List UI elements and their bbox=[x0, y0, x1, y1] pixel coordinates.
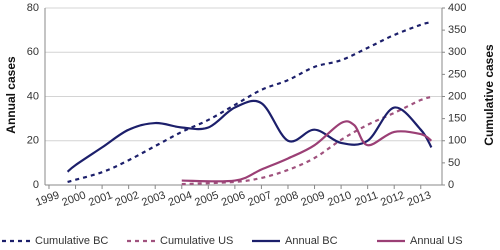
y2-tick-label: 250 bbox=[448, 68, 466, 80]
x-tick-label: 1999 bbox=[34, 189, 61, 209]
y2-axis-title: Cumulative cases bbox=[482, 44, 496, 146]
y2-tick-label: 150 bbox=[448, 113, 466, 125]
series-line bbox=[67, 21, 432, 183]
legend-label: Cumulative US bbox=[160, 235, 233, 247]
y-axis-title: Annual cases bbox=[4, 56, 18, 134]
x-tick-label: 2000 bbox=[60, 189, 87, 209]
y2-tick-label: 300 bbox=[448, 46, 466, 58]
x-tick-label: 2004 bbox=[167, 189, 194, 209]
y2-tick-label: 0 bbox=[448, 179, 454, 191]
y2-tick-label: 50 bbox=[448, 157, 460, 169]
x-tick-label: 2003 bbox=[140, 189, 167, 209]
x-tick-label: 2012 bbox=[379, 189, 406, 209]
series-line bbox=[66, 99, 433, 173]
y2-tick-label: 100 bbox=[448, 135, 466, 147]
x-tick-label: 2009 bbox=[299, 189, 326, 209]
x-tick-label: 2006 bbox=[220, 189, 247, 209]
x-tick-label: 2005 bbox=[193, 189, 220, 209]
y-tick-label: 20 bbox=[27, 135, 39, 147]
legend-label: Annual BC bbox=[285, 235, 338, 247]
y2-tick-label: 350 bbox=[448, 24, 466, 36]
legend-label: Annual US bbox=[410, 235, 463, 247]
y-tick-label: 40 bbox=[27, 90, 39, 102]
y-tick-label: 0 bbox=[33, 179, 39, 191]
x-tick-label: 2011 bbox=[353, 189, 379, 208]
series-line bbox=[181, 120, 433, 183]
x-tick-label: 2001 bbox=[87, 189, 114, 209]
y-tick-label: 80 bbox=[27, 2, 39, 14]
y-tick-label: 60 bbox=[27, 46, 39, 58]
x-tick-label: 2002 bbox=[114, 189, 141, 209]
x-tick-label: 2010 bbox=[326, 189, 353, 209]
y2-tick-label: 200 bbox=[448, 90, 466, 102]
y2-tick-label: 400 bbox=[448, 2, 466, 14]
legend-label: Cumulative BC bbox=[35, 235, 108, 247]
x-tick-label: 2008 bbox=[273, 189, 300, 209]
x-tick-label: 2013 bbox=[406, 189, 433, 209]
series-line bbox=[181, 95, 432, 186]
x-tick-label: 2007 bbox=[246, 189, 273, 209]
